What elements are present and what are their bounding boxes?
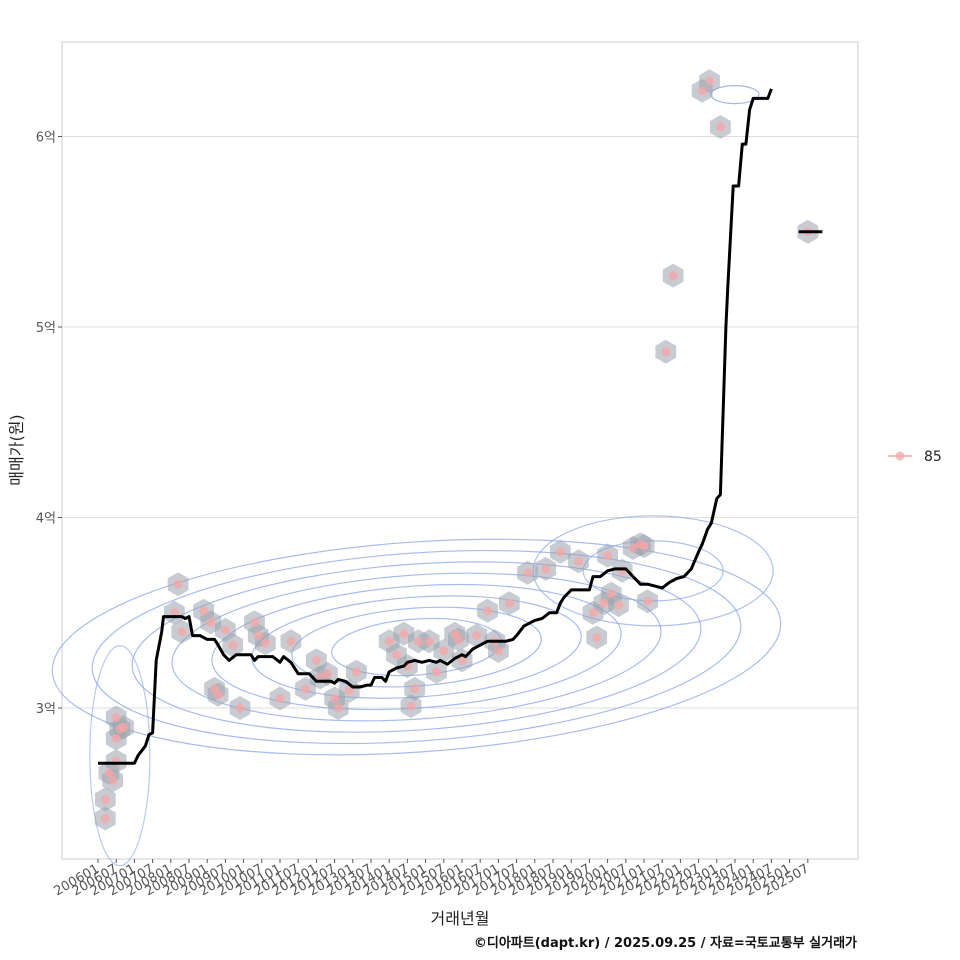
scatter-point-59 (614, 600, 624, 610)
scatter-point-56 (599, 598, 609, 608)
scatter-point-19 (250, 617, 260, 627)
scatter-point-0 (100, 794, 110, 804)
scatter-point-67 (697, 86, 707, 96)
scatter-point-2 (104, 768, 114, 778)
scatter-point-1 (100, 813, 110, 823)
scatter-point-51 (541, 564, 551, 574)
scatter-point-17 (228, 640, 238, 650)
scatter-point-20 (253, 631, 263, 641)
scatter-point-68 (705, 76, 715, 86)
source-caption: ©디아파트(dapt.kr) / 2025.09.25 / 자료=국토교통부 실… (474, 935, 857, 951)
scatter-point-66 (668, 271, 678, 281)
contour-ring-left-0 (89, 645, 151, 867)
contour-ring-6 (91, 549, 742, 745)
scatter-point-4 (111, 733, 121, 743)
scatter-point-23 (286, 636, 296, 646)
contour-ring-5 (131, 561, 702, 733)
legend-point-swatch (895, 451, 905, 461)
scatter-point-26 (315, 673, 325, 683)
scatter-point-49 (504, 598, 514, 608)
scatter-point-61 (628, 543, 638, 553)
scatter-point-58 (606, 589, 616, 599)
series-line-moving-average (98, 88, 773, 765)
scatter-point-57 (603, 551, 613, 561)
scatter-point-24 (300, 684, 310, 694)
legend-label-85: 85 (924, 449, 942, 465)
scatter-point-69 (715, 122, 725, 132)
scatter-point-22 (275, 693, 285, 703)
scatter-point-65 (661, 347, 671, 357)
scatter-point-21 (260, 638, 270, 648)
scatter-point-25 (311, 655, 321, 665)
scatter-point-63 (639, 541, 649, 551)
gridlines (62, 136, 858, 709)
contour-ring-7 (51, 538, 782, 756)
scatter-point-12 (199, 606, 209, 616)
panel-background (61, 41, 859, 860)
scatter-point-3 (108, 775, 118, 785)
scatter-point-36 (406, 701, 416, 711)
y-tick-label-0: 3억 (36, 702, 56, 717)
scatter-point-45 (472, 631, 482, 641)
x-axis-ticks: 2006012006072007012007072008012008072009… (52, 859, 812, 899)
scatter-point-41 (439, 646, 449, 656)
scatter-point-44 (457, 655, 467, 665)
y-tick-label-2: 5억 (36, 321, 56, 336)
x-axis-title: 거래년월 (431, 909, 490, 928)
scatter-point-55 (592, 633, 602, 643)
scatter-point-28 (330, 693, 340, 703)
scatter-point-29 (333, 703, 343, 713)
density-contours (51, 84, 782, 867)
y-axis-ticks: 3억 4억 5억 6억 (36, 131, 62, 717)
scatter-point-5 (111, 713, 121, 723)
scatter-point-16 (220, 625, 230, 635)
scatter-point-64 (643, 596, 653, 606)
scatter-point-7 (118, 722, 128, 732)
scatter-point-10 (169, 608, 179, 618)
scatter-point-11 (177, 627, 187, 637)
scatter-point-46 (482, 606, 492, 616)
scatter-point-15 (213, 690, 223, 700)
scatter-point-52 (555, 547, 565, 557)
scatter-point-33 (391, 650, 401, 660)
scatter-point-54 (588, 608, 598, 618)
scatter-point-31 (351, 667, 361, 677)
scatter-point-13 (206, 617, 216, 627)
scatter-point-32 (384, 636, 394, 646)
scatter-point-40 (432, 667, 442, 677)
scatter-points (100, 76, 813, 823)
y-tick-label-1: 4억 (36, 512, 56, 527)
scatter-point-34 (399, 629, 409, 639)
scatter-point-9 (173, 579, 183, 589)
scatter-point-50 (523, 568, 533, 578)
scatter-point-39 (424, 636, 434, 646)
y-tick-label-3: 6억 (36, 131, 56, 146)
scatter-point-53 (573, 556, 583, 566)
scatter-point-38 (413, 636, 423, 646)
scatter-point-30 (344, 686, 354, 696)
scatter-point-48 (493, 646, 503, 656)
scatter-point-37 (410, 684, 420, 694)
scatter-point-27 (322, 669, 332, 679)
scatter-point-18 (235, 703, 245, 713)
y-axis-title: 매매가(원) (7, 414, 26, 485)
scatter-point-43 (453, 634, 463, 644)
legend: 85 (888, 449, 942, 465)
contour-ring-4 (171, 572, 662, 722)
price-lines (98, 88, 823, 765)
